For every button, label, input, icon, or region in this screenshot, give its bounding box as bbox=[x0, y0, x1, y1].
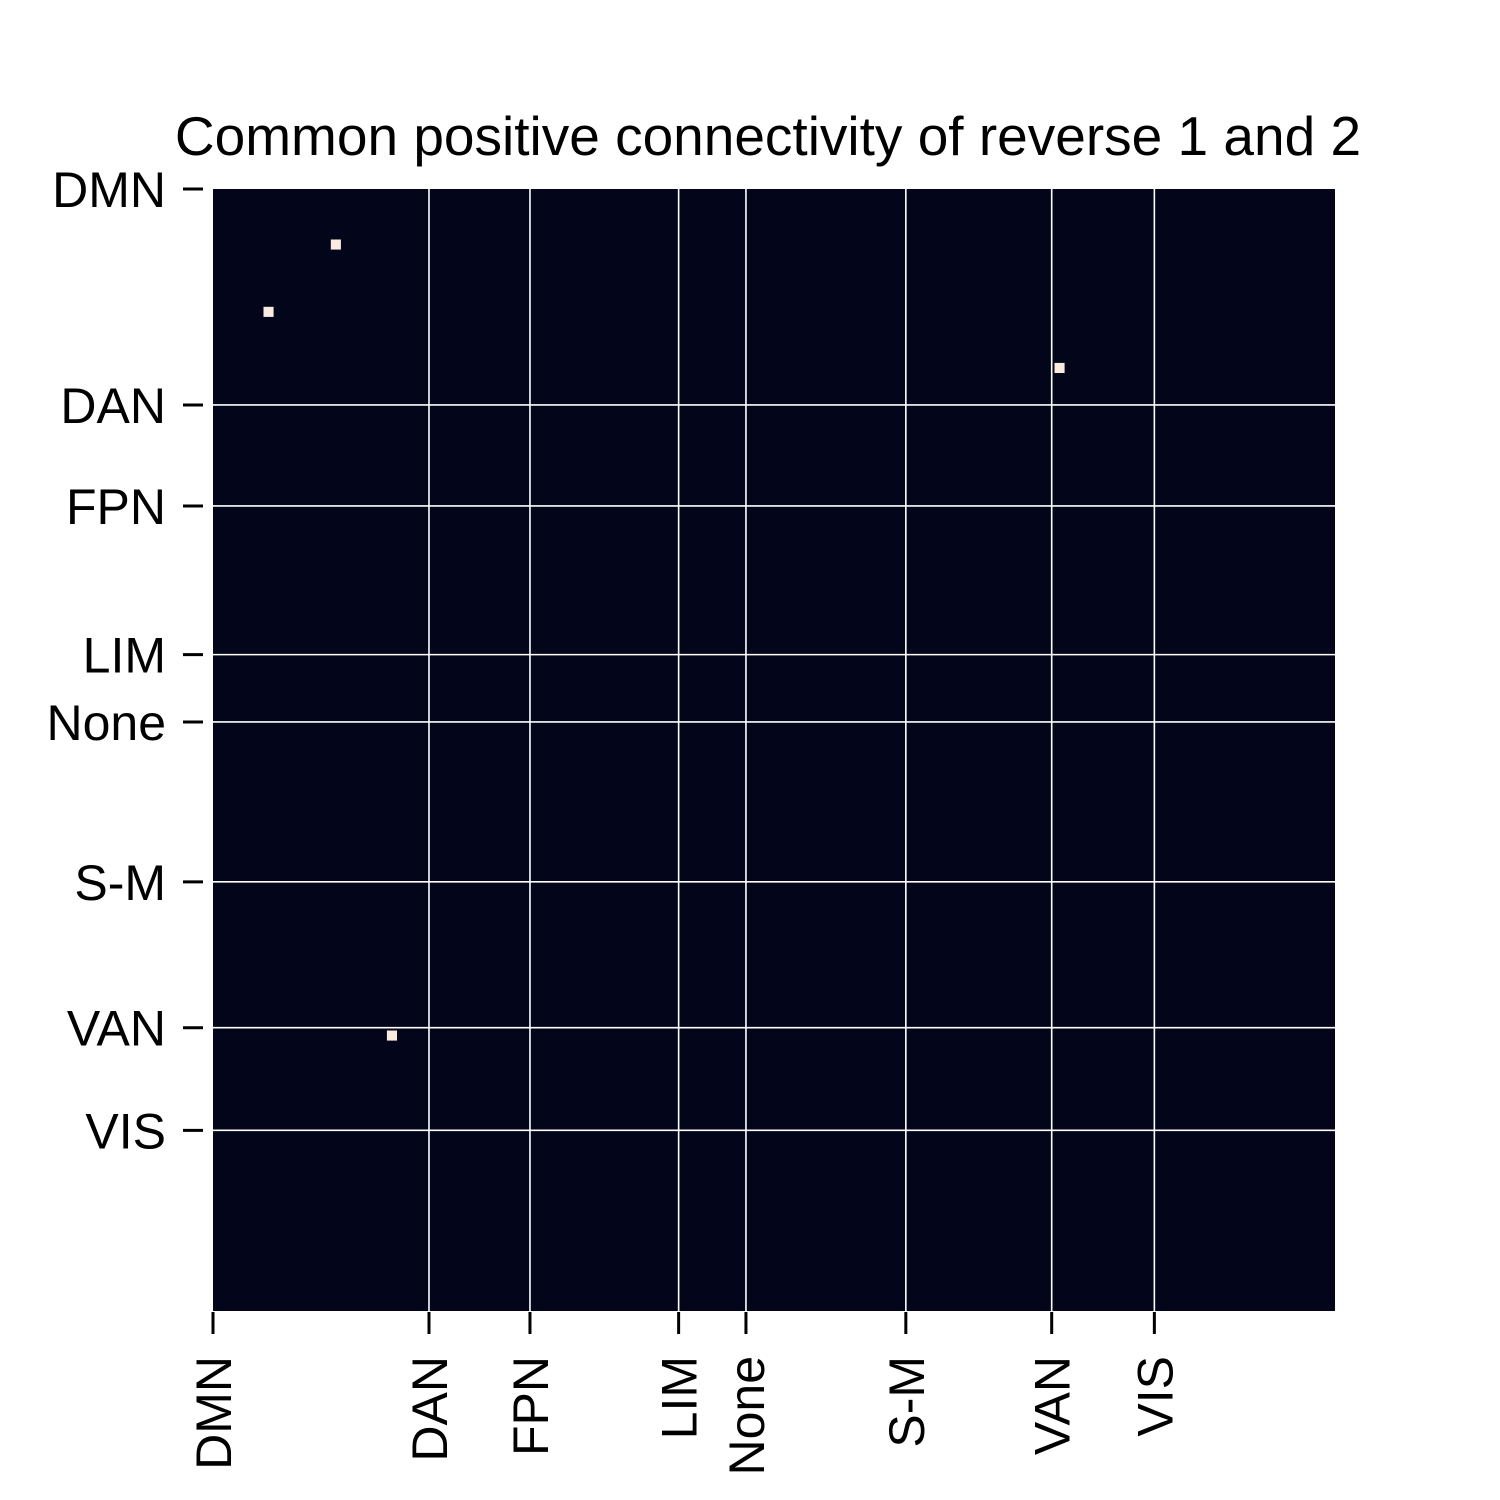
y-tick-label: S-M bbox=[74, 855, 166, 911]
y-tick-label: None bbox=[46, 695, 166, 751]
x-tick-label: None bbox=[719, 1356, 775, 1476]
x-tick-label: DMN bbox=[186, 1356, 242, 1470]
heatmap-background bbox=[213, 189, 1335, 1311]
heatmap-cell bbox=[1054, 362, 1065, 374]
y-tick-label: VAN bbox=[67, 1001, 166, 1057]
heatmap-cell bbox=[386, 1030, 398, 1041]
y-tick-label: LIM bbox=[83, 628, 166, 684]
y-tick-label: DMN bbox=[52, 162, 166, 218]
heatmap-cell bbox=[263, 306, 274, 317]
y-tick-label: DAN bbox=[60, 378, 166, 434]
heatmap-cell bbox=[330, 239, 341, 250]
x-tick-label: VAN bbox=[1025, 1356, 1081, 1455]
y-tick-label: VIS bbox=[85, 1103, 166, 1159]
x-tick-label: LIM bbox=[652, 1356, 708, 1439]
y-tick-label: FPN bbox=[66, 479, 166, 535]
chart-title: Common positive connectivity of reverse … bbox=[175, 105, 1361, 167]
x-tick-label: DAN bbox=[402, 1356, 458, 1462]
x-tick-label: VIS bbox=[1127, 1356, 1183, 1437]
x-tick-label: FPN bbox=[503, 1356, 559, 1456]
x-tick-label: S-M bbox=[879, 1356, 935, 1448]
